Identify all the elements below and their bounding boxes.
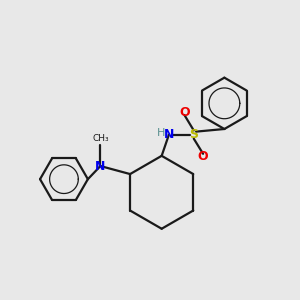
Text: O: O — [179, 106, 190, 118]
Text: S: S — [189, 128, 198, 141]
Text: N: N — [95, 160, 106, 172]
Text: CH₃: CH₃ — [92, 134, 109, 143]
Text: O: O — [198, 150, 208, 163]
Text: N: N — [164, 128, 174, 141]
Text: H: H — [157, 128, 165, 138]
